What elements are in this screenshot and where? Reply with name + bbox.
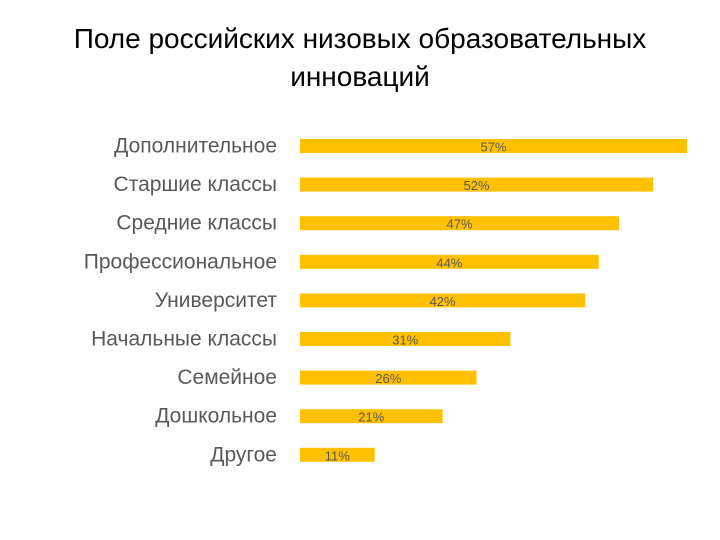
value-label-1: 52% — [464, 178, 490, 193]
bar-0 — [300, 139, 687, 153]
bar-6 — [300, 370, 477, 385]
bar-5 — [300, 332, 511, 346]
category-label-3: Профессиональное — [84, 250, 277, 273]
bar-3 — [300, 254, 599, 269]
category-label-0: Дополнительное — [114, 135, 277, 158]
value-label-4: 42% — [430, 294, 456, 309]
category-label-4: Университет — [155, 289, 278, 312]
category-label-2: Средние классы — [116, 212, 277, 235]
bar-7 — [300, 409, 443, 424]
category-label-7: Дошкольное — [155, 405, 277, 428]
value-label-8: 11% — [325, 448, 350, 463]
slide-title: Поле российских низовых образовательных … — [73, 23, 647, 92]
value-label-0: 57% — [480, 140, 506, 155]
value-label-5: 31% — [392, 333, 418, 348]
value-label-7: 21% — [358, 410, 384, 425]
category-label-1: Старшие классы — [114, 173, 277, 196]
category-label-5: Начальные классы — [91, 328, 277, 351]
bar-8 — [300, 447, 375, 462]
bar-2 — [300, 216, 620, 231]
category-label-8: Другое — [210, 443, 277, 466]
value-label-6: 26% — [375, 371, 401, 386]
bar-4 — [300, 293, 586, 308]
bar-1 — [300, 177, 654, 192]
category-label-6: Семейное — [177, 366, 277, 389]
value-label-2: 47% — [447, 217, 473, 232]
value-label-3: 44% — [436, 255, 462, 270]
